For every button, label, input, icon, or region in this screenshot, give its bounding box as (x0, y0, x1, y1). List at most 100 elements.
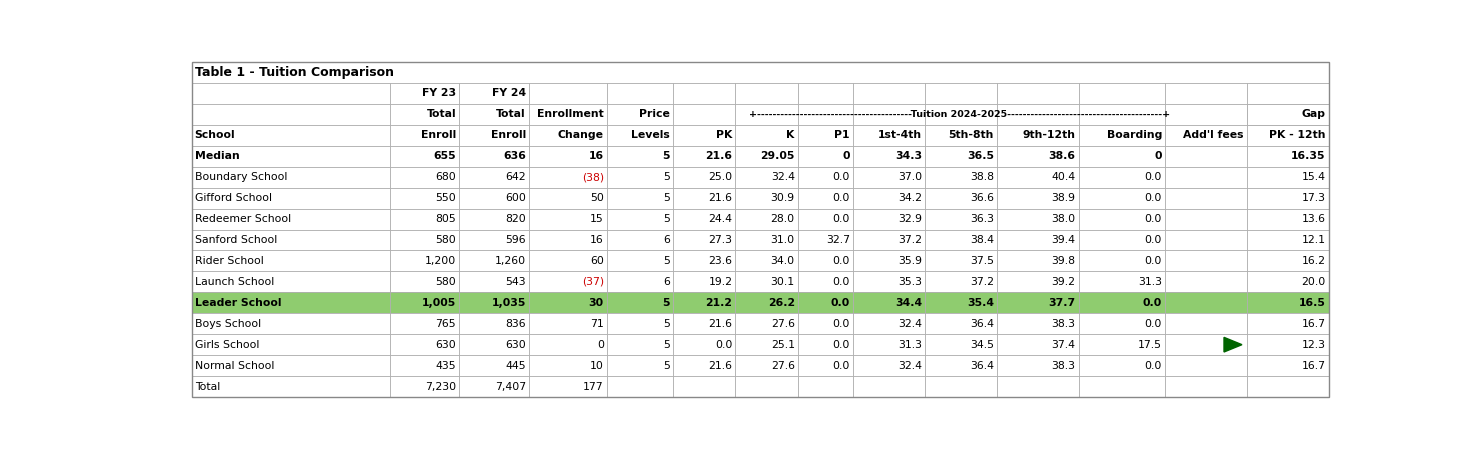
Text: 32.7: 32.7 (826, 235, 850, 245)
Bar (736, 292, 798, 313)
Text: 580: 580 (436, 235, 457, 245)
Text: Gap: Gap (1302, 109, 1326, 120)
Bar (529, 334, 607, 355)
Bar (1078, 292, 1166, 313)
Bar (191, 208, 390, 230)
Bar (736, 208, 798, 230)
Bar (1247, 251, 1329, 271)
Bar (798, 125, 853, 146)
Bar (607, 146, 673, 167)
Text: 28.0: 28.0 (771, 214, 795, 224)
Text: Launch School: Launch School (194, 277, 274, 287)
Bar (607, 167, 673, 188)
Text: 35.3: 35.3 (899, 277, 922, 287)
Text: 1st-4th: 1st-4th (878, 130, 922, 140)
Text: 38.3: 38.3 (1051, 319, 1075, 329)
Bar (191, 83, 390, 104)
Text: 21.2: 21.2 (706, 298, 733, 308)
Bar (997, 251, 1078, 271)
Bar (798, 292, 853, 313)
Text: 0.0: 0.0 (832, 214, 850, 224)
Bar (529, 355, 607, 376)
Bar (1247, 334, 1329, 355)
Bar (1078, 292, 1166, 313)
Text: (37): (37) (581, 277, 604, 287)
Text: FY 23: FY 23 (423, 88, 457, 98)
Bar (1166, 334, 1247, 355)
Bar (607, 292, 673, 313)
Text: 642: 642 (506, 172, 526, 182)
Text: 38.3: 38.3 (1051, 361, 1075, 371)
Bar (1247, 208, 1329, 230)
Text: 15: 15 (590, 214, 604, 224)
Bar (853, 125, 925, 146)
Text: 50: 50 (590, 193, 604, 203)
Bar (736, 334, 798, 355)
Text: 29.05: 29.05 (761, 151, 795, 161)
Bar (1078, 125, 1166, 146)
Text: Enrollment: Enrollment (537, 109, 604, 120)
Bar (1247, 230, 1329, 251)
Text: 36.4: 36.4 (970, 319, 994, 329)
Text: 596: 596 (506, 235, 526, 245)
Bar (997, 83, 1078, 104)
Bar (390, 292, 460, 313)
Text: 5: 5 (663, 361, 670, 371)
Bar (460, 251, 529, 271)
Bar (736, 376, 798, 397)
Bar (460, 188, 529, 208)
Text: 636: 636 (503, 151, 526, 161)
Bar (673, 208, 736, 230)
Text: 5: 5 (663, 319, 670, 329)
Text: 39.4: 39.4 (1051, 235, 1075, 245)
Text: 0.0: 0.0 (1145, 319, 1163, 329)
Bar (460, 355, 529, 376)
Bar (191, 62, 1329, 83)
Bar (736, 355, 798, 376)
Bar (997, 313, 1078, 334)
Bar (1078, 167, 1166, 188)
Bar (736, 83, 798, 104)
Text: 32.9: 32.9 (899, 214, 922, 224)
Bar (460, 104, 529, 125)
Text: Table 1 - Tuition Comparison: Table 1 - Tuition Comparison (196, 66, 394, 79)
Bar (673, 251, 736, 271)
Bar (529, 271, 607, 292)
Bar (390, 251, 460, 271)
Bar (925, 230, 997, 251)
Text: 435: 435 (436, 361, 457, 371)
Text: 0.0: 0.0 (832, 193, 850, 203)
Bar (673, 104, 736, 125)
Text: 37.4: 37.4 (1051, 340, 1075, 350)
Bar (1247, 355, 1329, 376)
Bar (736, 125, 798, 146)
Text: 27.6: 27.6 (771, 361, 795, 371)
Text: Add'l fees: Add'l fees (1183, 130, 1244, 140)
Text: Redeemer School: Redeemer School (194, 214, 291, 224)
Text: 5: 5 (663, 172, 670, 182)
Bar (191, 313, 390, 334)
Bar (1166, 167, 1247, 188)
Bar (736, 188, 798, 208)
Text: 21.6: 21.6 (709, 361, 733, 371)
Text: (38): (38) (581, 172, 604, 182)
Text: 0.0: 0.0 (1145, 361, 1163, 371)
Bar (798, 251, 853, 271)
Bar (853, 188, 925, 208)
Text: 27.6: 27.6 (771, 319, 795, 329)
Text: +----------------------------------------Tuition 2024-2025----------------------: +---------------------------------------… (749, 110, 1170, 119)
Bar (736, 251, 798, 271)
Text: 39.8: 39.8 (1051, 256, 1075, 266)
Bar (191, 376, 390, 397)
Text: 31.3: 31.3 (1137, 277, 1163, 287)
Bar (798, 376, 853, 397)
Text: 40.4: 40.4 (1051, 172, 1075, 182)
Text: 38.9: 38.9 (1051, 193, 1075, 203)
Bar (1247, 83, 1329, 104)
Text: Enroll: Enroll (491, 130, 526, 140)
Text: 5: 5 (663, 340, 670, 350)
Bar (460, 208, 529, 230)
Bar (853, 271, 925, 292)
Text: 37.2: 37.2 (970, 277, 994, 287)
Bar (390, 167, 460, 188)
